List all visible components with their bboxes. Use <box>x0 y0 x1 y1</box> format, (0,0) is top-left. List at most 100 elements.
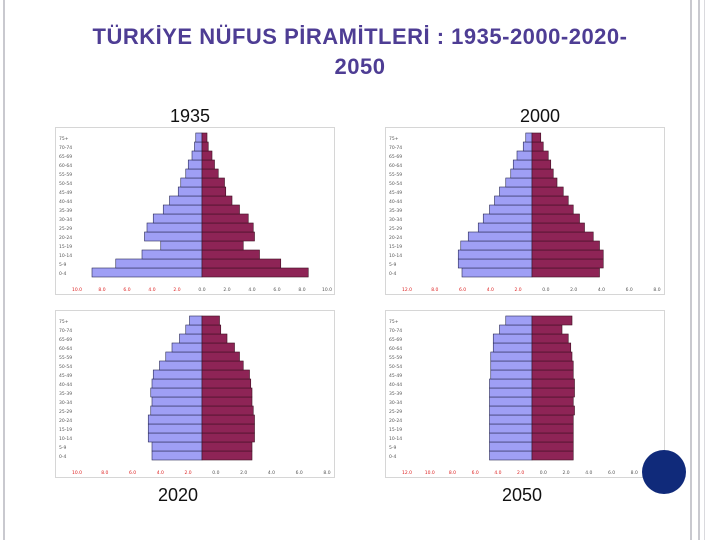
age-group-label: 50-54 <box>59 364 72 370</box>
x-tick-label: 10.0 <box>72 470 82 476</box>
age-group-label: 25-29 <box>59 226 72 232</box>
x-tick-label: 12.0 <box>402 470 412 476</box>
male-bar-55-59 <box>165 351 203 362</box>
male-bar-50-54 <box>159 360 203 371</box>
x-tick-label: 12.0 <box>402 287 412 293</box>
female-bar-40-44 <box>201 378 252 389</box>
male-bar-30-34 <box>151 396 203 407</box>
male-bar-20-24 <box>147 414 203 425</box>
female-bar-60-64 <box>201 342 235 353</box>
female-bar-70-74 <box>531 141 544 152</box>
male-bar-75+ <box>525 132 533 143</box>
age-group-label: 55-59 <box>59 172 72 178</box>
male-bar-65-69 <box>191 150 203 161</box>
age-group-label: 15-19 <box>59 427 72 433</box>
x-tick-label: 4.0 <box>585 470 592 476</box>
year-label-2050: 2050 <box>501 485 543 505</box>
male-bar-55-59 <box>510 168 533 179</box>
female-bar-75+ <box>531 315 573 326</box>
female-bar-65-69 <box>531 333 569 344</box>
female-bar-40-44 <box>531 195 569 206</box>
age-group-label: 70-74 <box>59 328 72 334</box>
x-tick-label: 4.0 <box>494 470 501 476</box>
pyramid-chart-2050: 0-4 5-9 10-14 15-19 20-24 25-29 30-34 35-39 40-4… <box>385 310 665 478</box>
female-bar-0-4 <box>531 267 600 278</box>
x-tick-label: 4.0 <box>268 470 275 476</box>
male-bar-25-29 <box>150 405 203 416</box>
age-group-label: 65-69 <box>389 154 402 160</box>
next-slide-button[interactable] <box>642 450 686 494</box>
female-bar-65-69 <box>201 333 228 344</box>
x-tick-label: 6.0 <box>626 287 633 293</box>
age-group-label: 30-34 <box>389 400 402 406</box>
x-tick-label: 2.0 <box>185 470 192 476</box>
male-bar-65-69 <box>492 333 533 344</box>
x-tick-label: 8.0 <box>298 287 305 293</box>
slide-title-line-1: TÜRKİYE NÜFUS PİRAMİTLERİ : 1935-2000-20… <box>92 24 628 49</box>
female-bar-25-29 <box>201 222 254 233</box>
male-bar-15-19 <box>147 423 203 434</box>
male-bar-45-49 <box>490 369 533 380</box>
male-bar-40-44 <box>169 195 203 206</box>
x-tick-label: 4.0 <box>487 287 494 293</box>
age-group-label: 40-44 <box>389 199 402 205</box>
x-tick-label: 6.0 <box>123 287 130 293</box>
male-bar-60-64 <box>492 342 533 353</box>
female-bar-0-4 <box>531 450 574 461</box>
age-group-label: 20-24 <box>389 418 402 424</box>
female-bar-15-19 <box>531 240 600 251</box>
female-bar-40-44 <box>531 378 575 389</box>
age-group-label: 35-39 <box>389 391 402 397</box>
female-bar-5-9 <box>531 441 574 452</box>
age-group-label: 60-64 <box>389 346 402 352</box>
right-frame-lines <box>690 0 720 540</box>
male-bar-75+ <box>195 132 203 143</box>
male-bar-75+ <box>505 315 533 326</box>
male-bar-20-24 <box>144 231 203 242</box>
male-bar-35-39 <box>489 204 533 215</box>
male-bar-50-54 <box>180 177 203 188</box>
male-bar-20-24 <box>467 231 533 242</box>
slide-title: TÜRKİYE NÜFUS PİRAMİTLERİ : 1935-2000-20… <box>30 22 690 82</box>
x-tick-label: 8.0 <box>431 287 438 293</box>
x-tick-label: 10.0 <box>322 287 332 293</box>
female-bar-45-49 <box>531 186 564 197</box>
x-tick-label: 10.0 <box>72 287 82 293</box>
age-group-label: 30-34 <box>389 217 402 223</box>
female-bar-20-24 <box>531 231 594 242</box>
x-tick-label: 6.0 <box>608 470 615 476</box>
x-tick-label: 2.0 <box>570 287 577 293</box>
age-group-label: 75+ <box>389 136 399 142</box>
male-bar-5-9 <box>115 258 203 269</box>
female-bar-30-34 <box>531 396 574 407</box>
x-tick-label: 8.0 <box>449 470 456 476</box>
male-bar-30-34 <box>482 213 533 224</box>
age-group-label: 50-54 <box>389 364 402 370</box>
male-bar-55-59 <box>490 351 533 362</box>
male-bar-5-9 <box>489 441 533 452</box>
female-bar-10-14 <box>201 249 260 260</box>
female-bar-55-59 <box>531 168 554 179</box>
female-bar-65-69 <box>201 150 213 161</box>
x-tick-label: 0.0 <box>542 287 549 293</box>
female-bar-5-9 <box>201 258 282 269</box>
age-group-label: 10-14 <box>389 253 402 259</box>
male-bar-15-19 <box>460 240 533 251</box>
x-tick-label: 2.0 <box>515 287 522 293</box>
male-bar-25-29 <box>146 222 203 233</box>
male-bar-40-44 <box>494 195 533 206</box>
male-bar-45-49 <box>152 369 203 380</box>
female-bar-5-9 <box>201 441 253 452</box>
age-group-label: 10-14 <box>59 436 72 442</box>
right-frame-line-2 <box>698 0 700 540</box>
x-tick-label: 0.0 <box>198 287 205 293</box>
female-bar-25-29 <box>201 405 254 416</box>
x-tick-label: 2.0 <box>240 470 247 476</box>
male-bar-30-34 <box>152 213 203 224</box>
age-group-label: 45-49 <box>389 190 402 196</box>
female-bar-20-24 <box>201 231 255 242</box>
age-group-label: 45-49 <box>59 373 72 379</box>
age-group-label: 70-74 <box>389 145 402 151</box>
female-bar-35-39 <box>201 387 253 398</box>
age-group-label: 40-44 <box>389 382 402 388</box>
